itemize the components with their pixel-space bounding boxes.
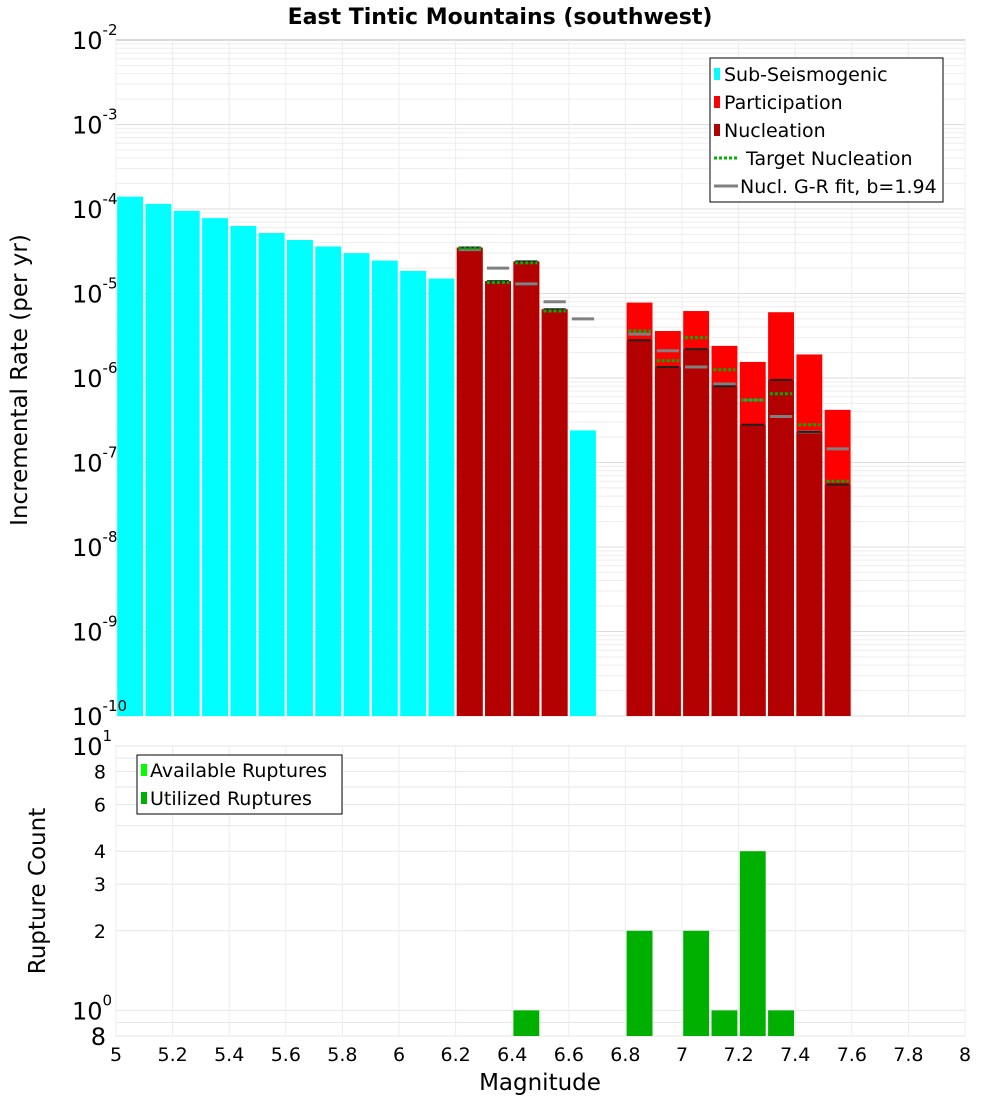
x-tick-labels: 5 5.2 5.4 5.6 5.8 6 6.2 6.4 6.6 6.8 7 7.2 7.4 7.6 7.8 8 — [110, 1044, 971, 1066]
top-y-tick-label: 10-8 — [72, 528, 118, 562]
nucleation-bar — [456, 247, 483, 716]
top-y-tick-label: 10-4 — [72, 190, 118, 224]
sub-seismogenic-bar — [202, 218, 228, 716]
bottom-legend-box — [136, 754, 343, 815]
legend-entry-label: Nucleation — [724, 120, 826, 142]
nucleation-bar — [683, 349, 710, 716]
bottom-gridlines — [115, 745, 966, 1037]
nucleation-bar — [711, 386, 738, 716]
bottom-bars — [513, 851, 794, 1036]
legend-swatch — [141, 764, 147, 776]
chart-title: East Tintic Mountains (southwest) — [288, 5, 713, 30]
legend-swatch — [714, 124, 720, 136]
utilized-rupture-bar — [711, 1010, 738, 1036]
sub-seismogenic-bar — [117, 196, 144, 717]
nucleation-bar — [626, 340, 653, 716]
x-tick-label: 5 — [110, 1044, 122, 1066]
nucleation-bar — [796, 431, 823, 716]
sub-seismogenic-bar — [428, 278, 455, 716]
x-tick-label: 6.6 — [554, 1044, 584, 1066]
top-y-tick-label: 10-6 — [72, 359, 118, 393]
top-y-tick-label: 10-3 — [72, 106, 118, 140]
utilized-rupture-bar — [739, 851, 766, 1036]
x-tick-label: 6 — [393, 1044, 405, 1066]
legend-swatch — [141, 792, 147, 804]
x-tick-label: 6.2 — [440, 1044, 470, 1066]
x-tick-label: 7.8 — [893, 1044, 923, 1066]
bottom-y-tick-label: 100 — [72, 991, 112, 1025]
bottom-y-axis-title: Rupture Count — [25, 808, 51, 974]
sub-seismogenic-bar — [145, 203, 172, 716]
nucleation-bar — [768, 379, 794, 716]
x-tick-label: 7.2 — [723, 1044, 753, 1066]
bottom-y-tick-label: 2 — [94, 921, 106, 943]
top-legend-box — [709, 57, 944, 203]
top-panel: 10-10 10-9 10-8 10-7 10-6 10-5 10-4 10-3 10-2 In… — [7, 21, 966, 731]
bottom-legend: Available Ruptures Utilized Ruptures — [136, 754, 343, 815]
x-tick-label: 6.8 — [610, 1044, 640, 1066]
x-tick-label: 5.2 — [157, 1044, 187, 1066]
legend-entry-label: Utilized Ruptures — [150, 788, 312, 810]
sub-seismogenic-bar — [230, 225, 257, 716]
top-bars — [117, 196, 851, 717]
sub-seismogenic-bar — [173, 210, 200, 716]
top-y-tick-label: 10-10 — [72, 697, 127, 731]
legend-entry-label: Available Ruptures — [150, 760, 327, 782]
x-tick-label: 5.4 — [214, 1044, 244, 1066]
top-y-axis-title: Incremental Rate (per yr) — [7, 234, 33, 526]
nucleation-bar — [513, 261, 540, 716]
nucleation-bar — [739, 424, 766, 716]
sub-seismogenic-bar — [315, 246, 342, 716]
bottom-y-tick-label: 6 — [94, 795, 106, 817]
sub-seismogenic-bar — [400, 270, 427, 716]
nucleation-bar — [824, 484, 851, 716]
sub-seismogenic-bar — [287, 239, 313, 716]
x-axis-title: Magnitude — [479, 1070, 601, 1096]
x-tick-label: 7.4 — [780, 1044, 810, 1066]
sub-seismogenic-bar — [258, 232, 285, 716]
legend-entry-label: Nucl. G-R fit, b=1.94 — [740, 176, 937, 198]
x-tick-label: 7.6 — [837, 1044, 867, 1066]
nucleation-bar — [541, 309, 568, 716]
legend-swatch — [714, 68, 720, 80]
bottom-y-tick-label: 8 — [94, 762, 106, 784]
bottom-y-tick-label: 4 — [94, 841, 106, 863]
bottom-y-tick-label: 8 — [91, 1023, 106, 1051]
bottom-y-tick-label: 101 — [72, 727, 112, 761]
x-tick-label: 7 — [676, 1044, 688, 1066]
top-y-tick-label: 10-7 — [72, 444, 118, 478]
legend-entry-label: Sub-Seismogenic — [724, 64, 888, 86]
utilized-rupture-bar — [683, 930, 710, 1036]
bottom-y-tick-label: 3 — [94, 874, 106, 896]
nucleation-bar — [654, 366, 681, 716]
top-line-marks — [458, 246, 849, 486]
legend-entry-label: Target Nucleation — [745, 148, 913, 170]
legend-entry-label: Participation — [724, 92, 843, 114]
x-tick-label: 6.4 — [497, 1044, 527, 1066]
top-y-tick-label: 10-9 — [72, 613, 118, 647]
utilized-rupture-bar — [626, 930, 653, 1036]
utilized-rupture-bar — [513, 1010, 540, 1036]
x-tick-label: 8 — [959, 1044, 971, 1066]
sub-seismogenic-bar — [371, 260, 398, 716]
top-legend: Sub-Seismogenic Participation Nucleation Ta… — [709, 57, 944, 203]
nucleation-bar — [485, 281, 511, 716]
sub-seismogenic-bar — [343, 253, 370, 716]
top-y-tick-label: 10-2 — [72, 21, 118, 55]
x-tick-label: 5.8 — [327, 1044, 357, 1066]
utilized-rupture-bar — [768, 1010, 794, 1036]
legend-swatch — [714, 96, 720, 108]
x-tick-label: 5.6 — [271, 1044, 301, 1066]
sub-seismogenic-bar — [570, 430, 596, 716]
top-y-tick-label: 10-5 — [72, 275, 118, 309]
top-y-tick-labels: 10-10 10-9 10-8 10-7 10-6 10-5 10-4 10-3 10-2 — [72, 21, 127, 731]
